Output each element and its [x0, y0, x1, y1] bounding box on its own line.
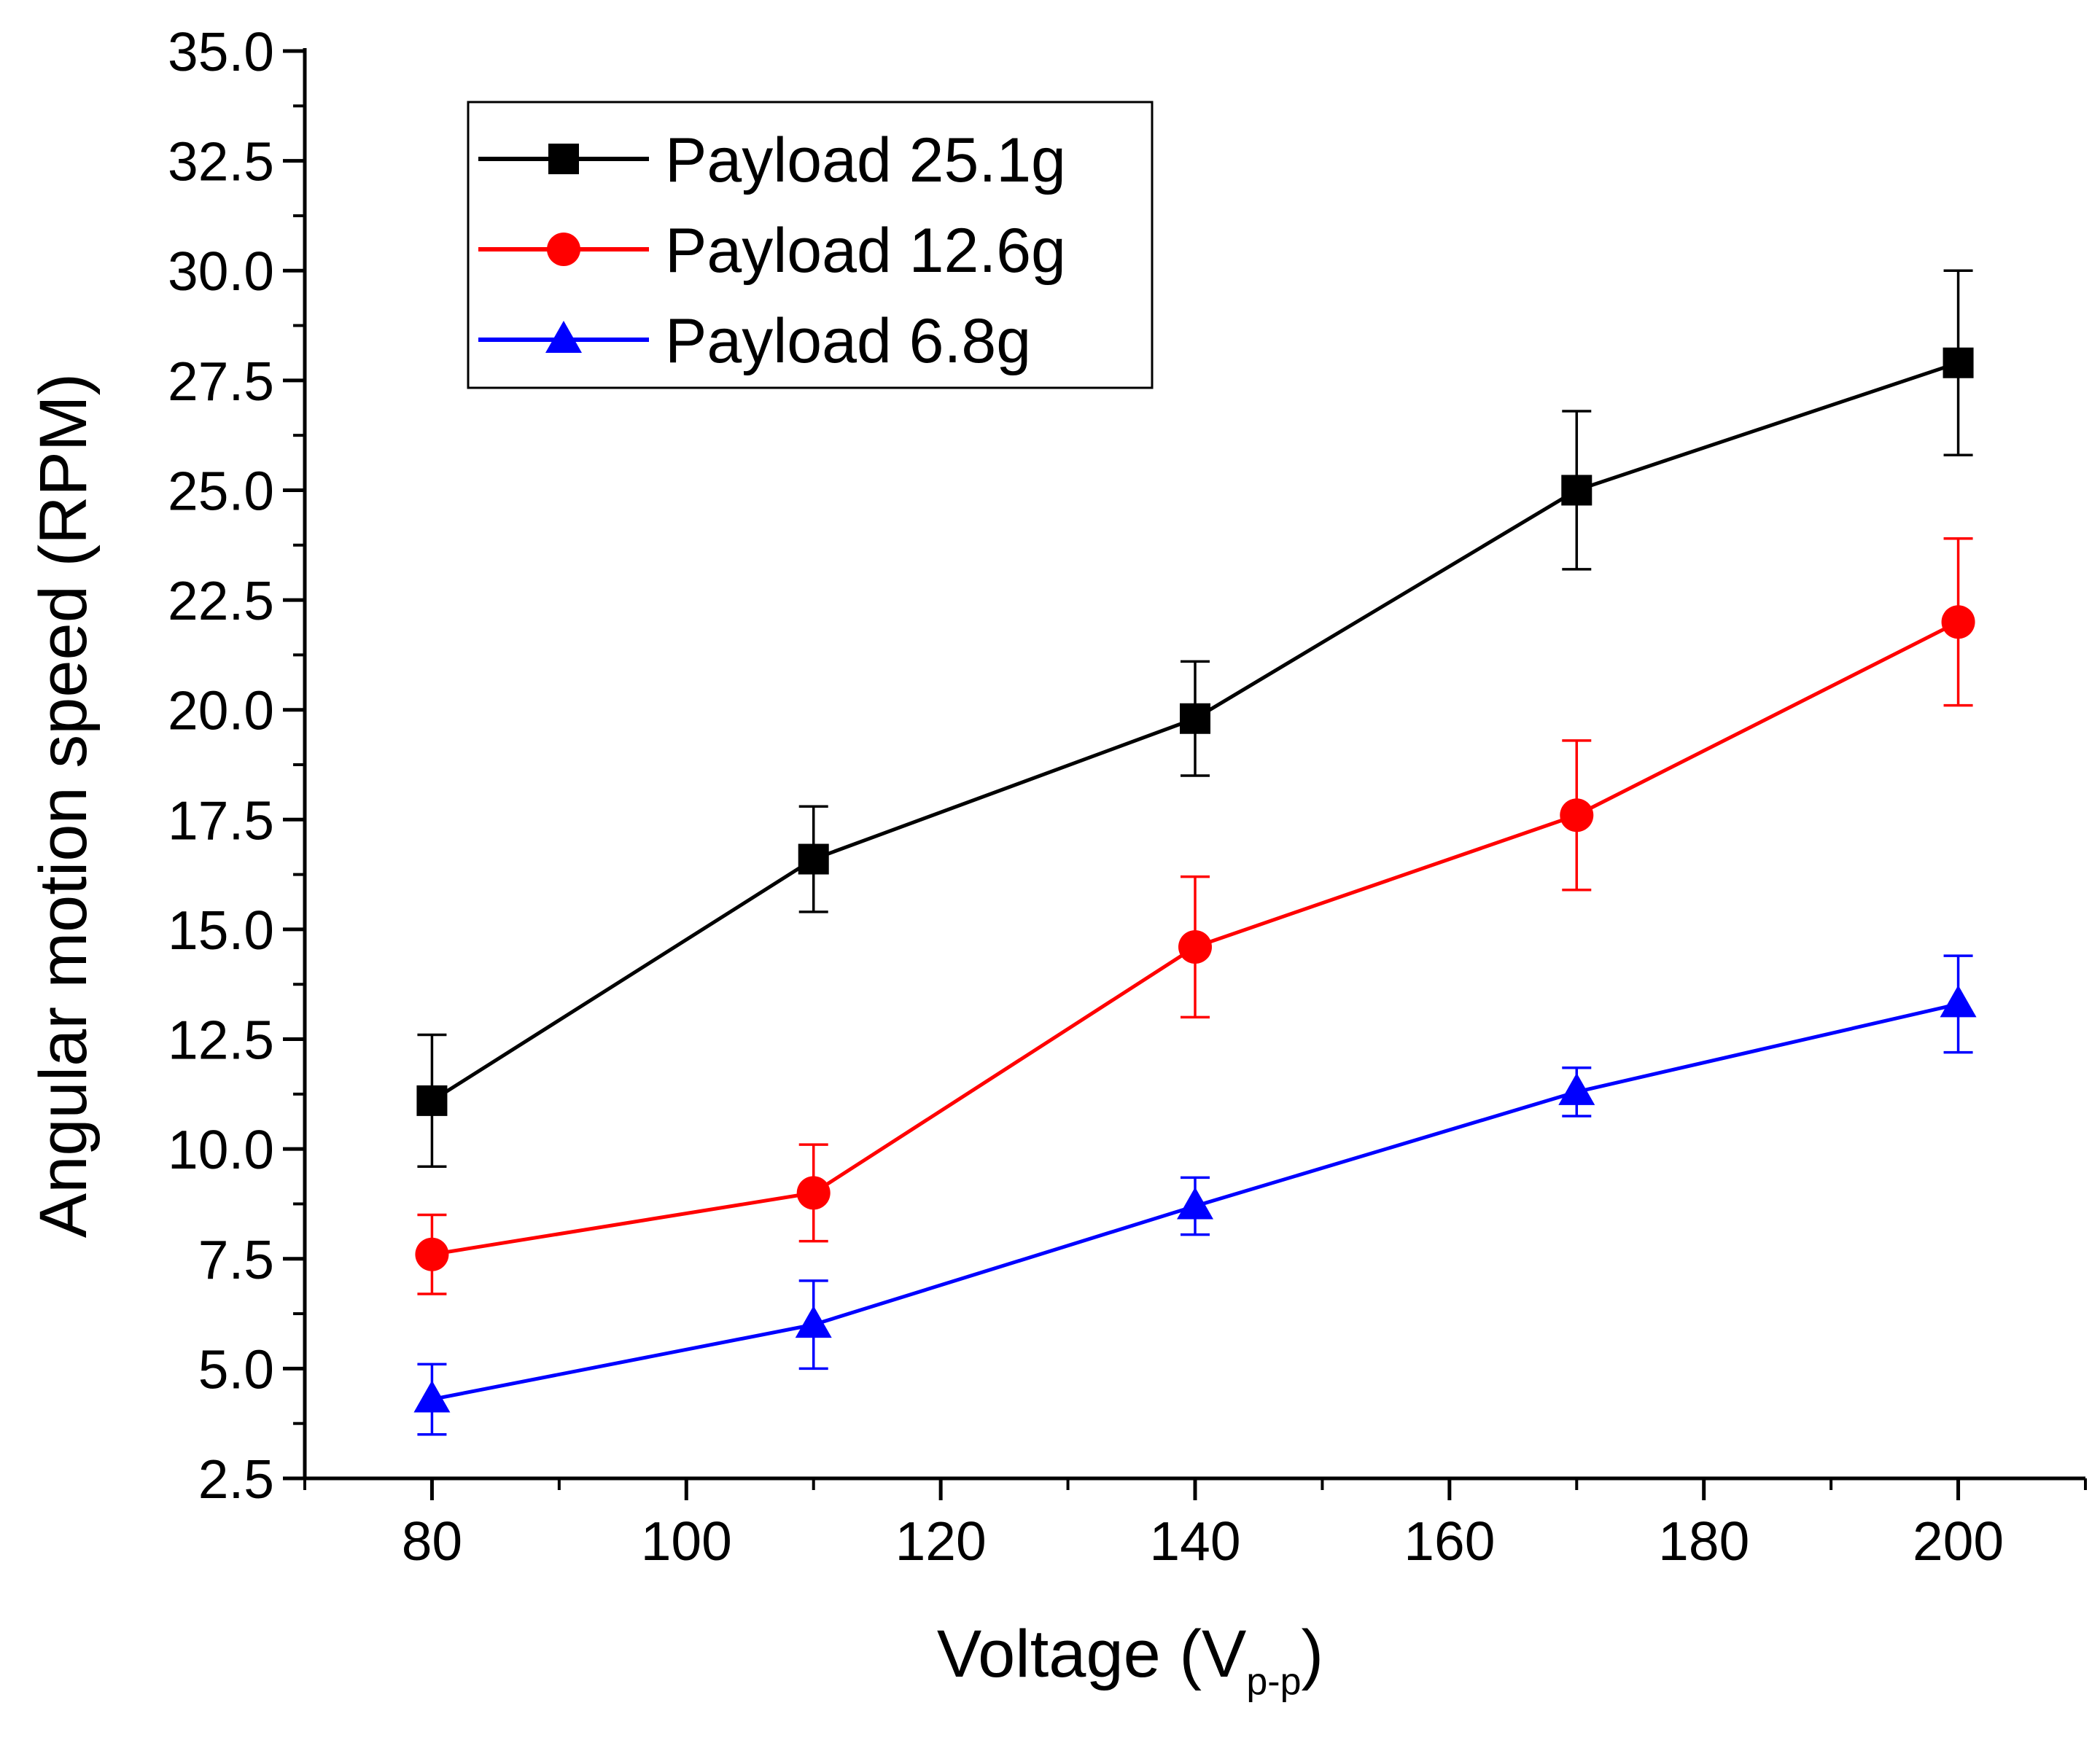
- x-tick-label: 120: [895, 1510, 987, 1572]
- series-2: [415, 537, 1975, 1295]
- data-point: [1558, 1072, 1595, 1105]
- data-point: [1178, 930, 1212, 964]
- data-point: [1180, 703, 1210, 734]
- plot-area: 2.5 5.0 7.5 10.0 12.5 15.0 17.5 20.0 22.5 25.0 27.…: [168, 21, 2087, 1572]
- y-tick-label: 35.0: [168, 21, 274, 82]
- data-point: [413, 1380, 451, 1413]
- x-tick-label: 140: [1149, 1510, 1240, 1572]
- data-point: [1942, 347, 1974, 378]
- y-tick-label: 2.5: [198, 1448, 274, 1510]
- y-tick-label: 25.0: [168, 460, 274, 521]
- y-tick-label: 7.5: [198, 1229, 274, 1290]
- legend-label: Payload 25.1g: [665, 125, 1066, 195]
- y-tick-label: 10.0: [168, 1119, 274, 1180]
- legend-marker: [547, 233, 580, 266]
- y-tick-label: 22.5: [168, 570, 274, 631]
- x-tick-label: 200: [1913, 1510, 2004, 1572]
- legend: Payload 25.1g Payload 12.6g Payload 6.8g: [467, 101, 1154, 389]
- x-tick-label: 160: [1404, 1510, 1495, 1572]
- legend-label: Payload 12.6g: [665, 216, 1066, 286]
- data-point: [416, 1085, 448, 1116]
- x-tick-label: 80: [402, 1510, 462, 1572]
- y-axis-title: Angular motion speed (RPM): [26, 373, 101, 1238]
- series-1: [416, 269, 1974, 1169]
- legend-label: Payload 6.8g: [665, 306, 1031, 376]
- legend-marker: [545, 321, 582, 353]
- y-tick-label: 20.0: [168, 680, 274, 741]
- x-tick-label: 180: [1658, 1510, 1749, 1572]
- y-tick-label: 5.0: [198, 1338, 274, 1400]
- data-point: [1177, 1187, 1213, 1220]
- y-tick-label: 12.5: [168, 1010, 274, 1071]
- series-3: [413, 954, 1977, 1436]
- legend-item-1: Payload 25.1g: [478, 125, 1066, 195]
- data-point: [415, 1237, 449, 1271]
- x-axis-title: Voltage (Vp-p): [937, 1617, 1323, 1703]
- x-axis-title-subscript: p-p: [1246, 1661, 1301, 1703]
- legend-item-2: Payload 12.6g: [478, 216, 1066, 286]
- x-tick-label: 100: [641, 1510, 732, 1572]
- data-point: [795, 1306, 832, 1338]
- data-point: [796, 1176, 831, 1210]
- y-tick-label: 15.0: [168, 900, 274, 961]
- data-point: [1560, 798, 1594, 832]
- y-tick-label: 32.5: [168, 131, 274, 192]
- data-point: [1561, 475, 1592, 506]
- y-tick-label: 30.0: [168, 241, 274, 302]
- y-tick-label: 17.5: [168, 789, 274, 851]
- x-axis-title-close: ): [1302, 1617, 1324, 1691]
- data-point: [1941, 605, 1975, 639]
- data-point: [1940, 985, 1977, 1018]
- y-tick-label: 27.5: [168, 351, 274, 412]
- data-point: [798, 843, 829, 875]
- legend-item-3: Payload 6.8g: [478, 306, 1031, 376]
- x-axis-title-main: Voltage (V: [937, 1617, 1247, 1691]
- legend-marker: [548, 144, 579, 174]
